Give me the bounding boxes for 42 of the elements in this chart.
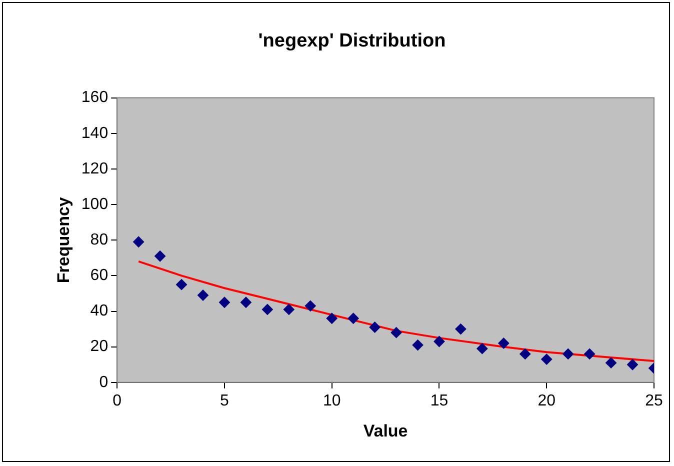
y-axis-title: Frequency bbox=[54, 196, 73, 284]
y-tick-label: 100 bbox=[81, 196, 108, 213]
x-axis-title: Value bbox=[363, 421, 408, 440]
y-tick-label: 160 bbox=[81, 89, 108, 106]
y-tick-label: 20 bbox=[90, 338, 108, 356]
y-tick-label: 140 bbox=[81, 124, 108, 142]
point bbox=[154, 250, 166, 262]
point bbox=[198, 290, 208, 301]
point bbox=[606, 357, 617, 368]
point bbox=[584, 348, 596, 360]
x-tick-label: 0 bbox=[112, 392, 122, 410]
point bbox=[304, 300, 316, 312]
point bbox=[476, 343, 488, 354]
x-tick-label: 10 bbox=[322, 392, 341, 410]
point bbox=[412, 340, 424, 351]
point bbox=[326, 312, 338, 324]
y-tick-label: 120 bbox=[81, 160, 108, 178]
y-tick-label: 0 bbox=[99, 374, 108, 391]
y-tick-label: 80 bbox=[90, 232, 108, 249]
x-tick-label: 15 bbox=[430, 392, 448, 410]
point bbox=[240, 296, 252, 308]
point bbox=[390, 327, 402, 338]
point bbox=[627, 359, 638, 370]
point bbox=[541, 354, 552, 365]
point bbox=[218, 296, 230, 308]
point bbox=[455, 324, 466, 335]
x-tick-label: 5 bbox=[220, 392, 230, 410]
point bbox=[498, 338, 510, 349]
point bbox=[369, 322, 380, 333]
point bbox=[520, 348, 531, 360]
y-tick-label: 40 bbox=[90, 302, 108, 320]
chart-title: 'negexp' Distribution bbox=[258, 30, 446, 52]
x-tick-label: 20 bbox=[538, 392, 556, 410]
point bbox=[434, 336, 445, 347]
point bbox=[348, 312, 359, 324]
y-tick-label: 60 bbox=[90, 267, 108, 284]
point bbox=[562, 348, 574, 360]
point bbox=[176, 279, 188, 290]
point bbox=[283, 304, 294, 315]
x-tick-label: 25 bbox=[645, 392, 663, 410]
point bbox=[262, 304, 273, 315]
point bbox=[133, 236, 144, 248]
